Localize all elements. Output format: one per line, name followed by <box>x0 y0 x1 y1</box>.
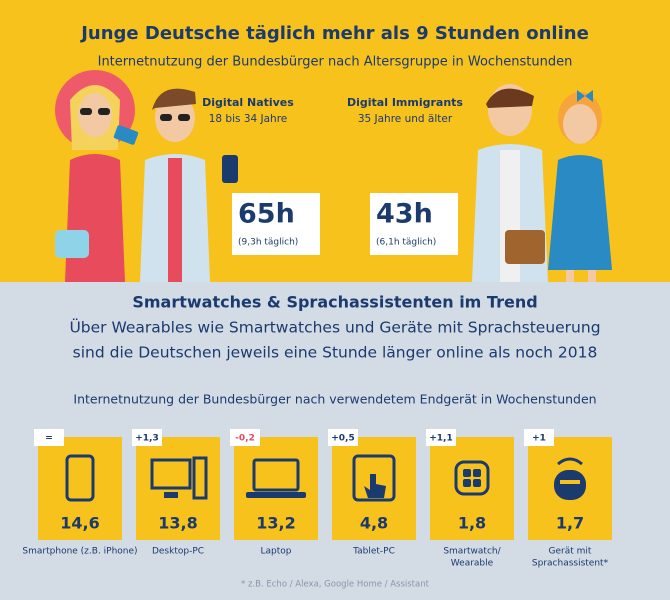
icon <box>560 480 580 484</box>
hours-box <box>232 193 320 255</box>
icon <box>554 470 586 500</box>
icon <box>473 479 481 487</box>
icon <box>364 474 386 498</box>
group-age: 18 bis 34 Jahre <box>209 113 288 125</box>
device-value: 1,8 <box>458 514 486 533</box>
device-label: Wearable <box>451 559 494 569</box>
change-label: +0,5 <box>331 434 354 444</box>
change-label: -0,2 <box>235 434 255 444</box>
hours-box <box>370 193 458 255</box>
icon <box>65 454 95 502</box>
device-cards: = 14,6 Smartphone (z.B. iPhone) +1,3 13,8 Des… <box>22 429 612 569</box>
change-badge <box>132 429 162 446</box>
card <box>430 437 514 540</box>
icon <box>192 456 208 500</box>
subtitle: Internetnutzung der Bundesbürger nach Al… <box>98 55 573 70</box>
device-value: 13,2 <box>256 514 295 533</box>
trend-subtitle: Internetnutzung der Bundesbürger nach ve… <box>73 392 596 407</box>
device-card: +0,5 4,8 Tablet-PC <box>328 429 416 557</box>
illustration-woman-left <box>55 70 139 282</box>
group-panels: Digital Natives 18 bis 34 Jahre 65h (9,3h t… <box>202 96 463 255</box>
device-card: = 14,6 Smartphone (z.B. iPhone) <box>22 429 138 557</box>
group-name: Digital Immigrants <box>347 96 463 109</box>
icon <box>463 479 471 487</box>
change-label: = <box>45 434 53 444</box>
device-value: 13,8 <box>158 514 197 533</box>
device-label: Laptop <box>261 547 292 557</box>
group-age: 35 Jahre und älter <box>358 113 453 125</box>
icon <box>246 492 306 498</box>
icon <box>352 454 396 502</box>
trend-text: sind die Deutschen jeweils eine Stunde l… <box>73 344 598 362</box>
change-label: +1,3 <box>135 434 158 444</box>
device-card: +1 1,7 Gerät mit Sprachassistent* <box>524 429 612 569</box>
change-badge <box>328 429 358 446</box>
title: Junge Deutsche täglich mehr als 9 Stunde… <box>79 23 589 44</box>
hours-daily: (9,3h täglich) <box>238 238 298 248</box>
illustration-man-left <box>140 88 238 282</box>
device-label: Smartphone (z.B. iPhone) <box>22 547 137 557</box>
hours-value: 43h <box>376 199 433 230</box>
device-label: Tablet-PC <box>352 547 395 557</box>
device-card: +1,3 13,8 Desktop-PC <box>132 429 220 557</box>
change-label: +1 <box>532 434 546 444</box>
group-name: Digital Natives <box>202 96 294 109</box>
change-badge <box>524 429 554 446</box>
footnote: * z.B. Echo / Alexa, Google Home / Assis… <box>241 580 430 590</box>
icon <box>463 469 471 477</box>
device-label: Smartwatch/ <box>443 547 501 557</box>
trend-text: Über Wearables wie Smartwatches und Gerä… <box>69 318 600 337</box>
change-label: +1,1 <box>429 434 452 444</box>
illustration-man-right <box>472 84 548 282</box>
icon <box>454 460 490 496</box>
change-badge <box>230 429 260 446</box>
device-card: -0,2 13,2 Laptop <box>230 429 318 557</box>
device-value: 14,6 <box>60 514 99 533</box>
card <box>38 437 122 540</box>
change-badge <box>34 429 64 446</box>
hours-value: 65h <box>238 199 295 230</box>
device-value: 4,8 <box>360 514 388 533</box>
icon <box>164 492 178 498</box>
device-card: +1,1 1,8 Smartwatch/Wearable <box>426 429 514 569</box>
device-label: Sprachassistent* <box>532 559 609 569</box>
icon <box>150 458 192 490</box>
change-badge <box>426 429 456 446</box>
trend-title: Smartwatches & Sprachassistenten im Tren… <box>132 293 537 312</box>
device-value: 1,7 <box>556 514 584 533</box>
device-label: Desktop-PC <box>152 547 204 557</box>
hours-daily: (6,1h täglich) <box>376 238 436 248</box>
icon <box>252 458 300 492</box>
illustration-woman-right <box>548 90 612 282</box>
icon <box>473 469 481 477</box>
icon <box>557 457 583 466</box>
device-label: Gerät mit <box>549 547 592 557</box>
